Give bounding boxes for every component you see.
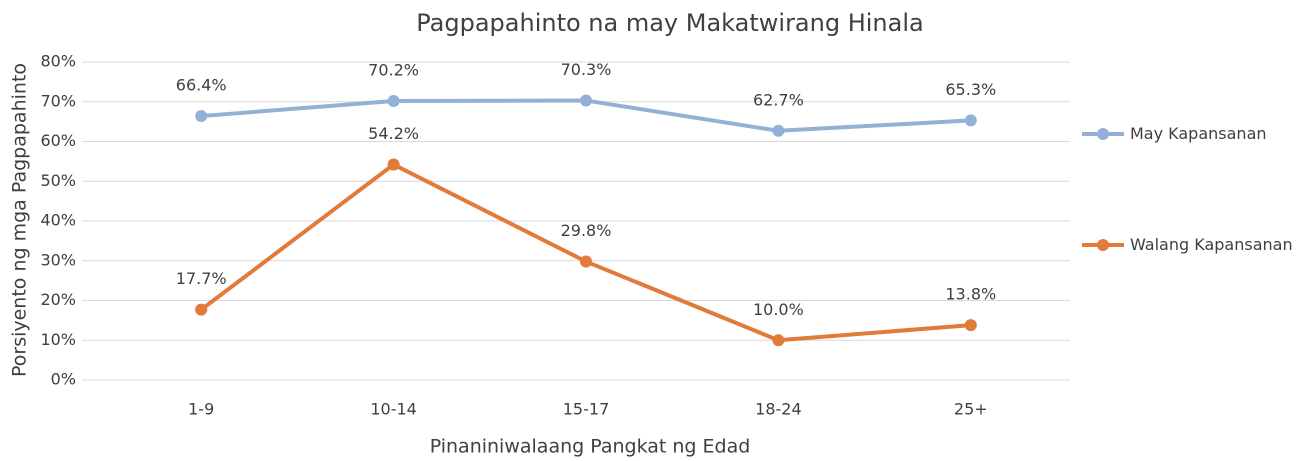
x-tick-label: 25+ xyxy=(954,400,988,419)
series-line xyxy=(199,162,971,343)
value-label: 17.7% xyxy=(176,269,227,288)
y-tick-label: 70% xyxy=(40,91,76,110)
y-tick-label: 10% xyxy=(40,330,76,349)
legend-label: Walang Kapansanan xyxy=(1130,235,1293,254)
point xyxy=(195,303,208,316)
point xyxy=(964,319,977,332)
x-tick-label: 10-14 xyxy=(370,400,417,419)
point xyxy=(580,255,592,268)
y-tick-label: 30% xyxy=(40,250,76,269)
x-tick-label: 1-9 xyxy=(188,400,214,419)
value-label: 70.2% xyxy=(368,60,419,79)
point xyxy=(772,334,785,347)
value-label: 66.4% xyxy=(176,76,227,95)
chart-title: Pagpapahinto na may Makatwirang Hinala xyxy=(416,9,923,37)
legend-marker xyxy=(1097,239,1109,251)
y-tick-label: 50% xyxy=(40,171,76,190)
x-tick-label: 18-24 xyxy=(755,400,802,419)
y-tick-label: 60% xyxy=(40,131,76,150)
value-label: 70.3% xyxy=(561,60,612,79)
value-label: 13.8% xyxy=(945,285,996,304)
y-tick-label: 40% xyxy=(40,211,76,230)
y-tick-label: 20% xyxy=(40,290,76,309)
legend-marker xyxy=(1097,128,1109,140)
point xyxy=(195,110,208,123)
x-tick-label: 15-17 xyxy=(563,400,610,419)
point xyxy=(772,124,785,137)
value-label: 54.2% xyxy=(368,124,419,143)
point xyxy=(964,114,977,127)
value-label: 62.7% xyxy=(753,90,804,109)
value-label: 10.0% xyxy=(753,300,804,319)
value-label: 65.3% xyxy=(945,80,996,99)
y-axis-label: Porsiyento ng mga Pagpapahinto xyxy=(9,63,31,377)
legend-label: May Kapansanan xyxy=(1130,124,1267,143)
y-tick-label: 0% xyxy=(51,370,76,389)
x-axis-label: Pinaniniwalaang Pangkat ng Edad xyxy=(430,436,751,458)
point xyxy=(580,94,592,107)
point xyxy=(387,158,400,171)
point xyxy=(387,94,400,107)
y-tick-label: 80% xyxy=(40,52,76,71)
value-label: 29.8% xyxy=(561,221,612,240)
